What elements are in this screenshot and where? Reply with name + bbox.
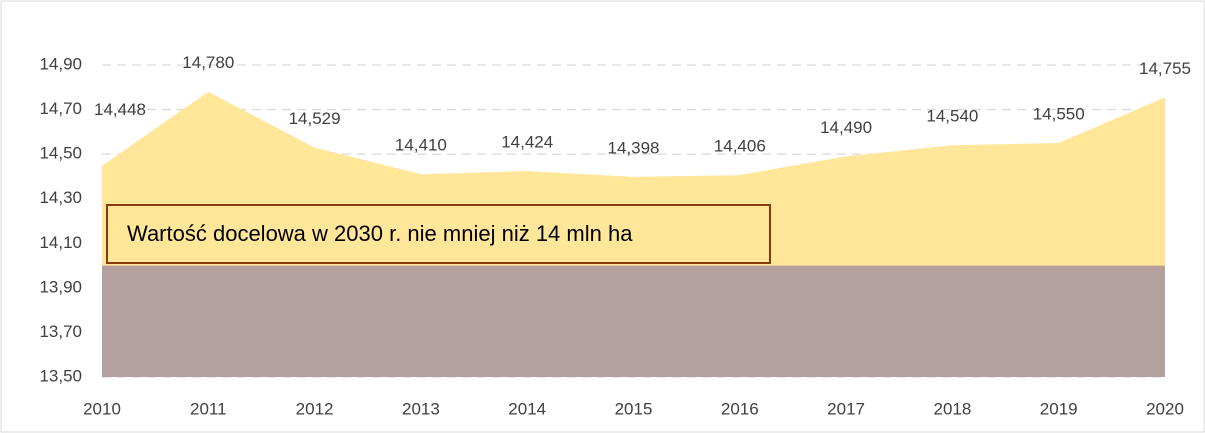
x-tick-label: 2019 <box>1040 399 1078 418</box>
x-tick-label: 2010 <box>83 399 121 418</box>
data-label: 14,410 <box>395 136 447 155</box>
y-tick-label: 14,30 <box>39 188 82 207</box>
data-label: 14,550 <box>1033 104 1085 123</box>
x-tick-label: 2020 <box>1146 399 1184 418</box>
data-label: 14,529 <box>289 109 341 128</box>
y-tick-label: 14,10 <box>39 233 82 252</box>
data-label: 14,398 <box>608 138 660 157</box>
x-tick-label: 2017 <box>827 399 865 418</box>
y-tick-label: 14,70 <box>39 99 82 118</box>
y-tick-label: 13,50 <box>39 366 82 385</box>
x-tick-label: 2015 <box>615 399 653 418</box>
x-tick-label: 2016 <box>721 399 759 418</box>
y-tick-label: 14,50 <box>39 144 82 163</box>
y-tick-label: 13,70 <box>39 322 82 341</box>
x-tick-label: 2012 <box>296 399 334 418</box>
data-label: 14,490 <box>820 118 872 137</box>
x-tick-label: 2011 <box>190 399 227 418</box>
data-label: 14,448 <box>94 100 146 119</box>
y-tick-label: 13,90 <box>39 277 82 296</box>
area <box>102 265 1165 377</box>
y-tick-label: 14,90 <box>39 54 82 73</box>
data-label: 14,424 <box>501 133 553 152</box>
data-label: 14,755 <box>1139 59 1191 78</box>
data-label: 14,540 <box>926 107 978 126</box>
x-tick-label: 2013 <box>402 399 440 418</box>
annotation: Wartość docelowa w 2030 r. nie mniej niż… <box>127 221 633 246</box>
data-label: 14,406 <box>714 137 766 156</box>
x-tick-label: 2018 <box>933 399 971 418</box>
labels: 13,50 13,70 13,90 14,10 14,30 14,50 14,70 14,90… <box>39 53 1191 418</box>
x-tick-label: 2014 <box>508 399 546 418</box>
data-label: 14,780 <box>182 53 234 72</box>
annotation-box <box>106 204 771 264</box>
